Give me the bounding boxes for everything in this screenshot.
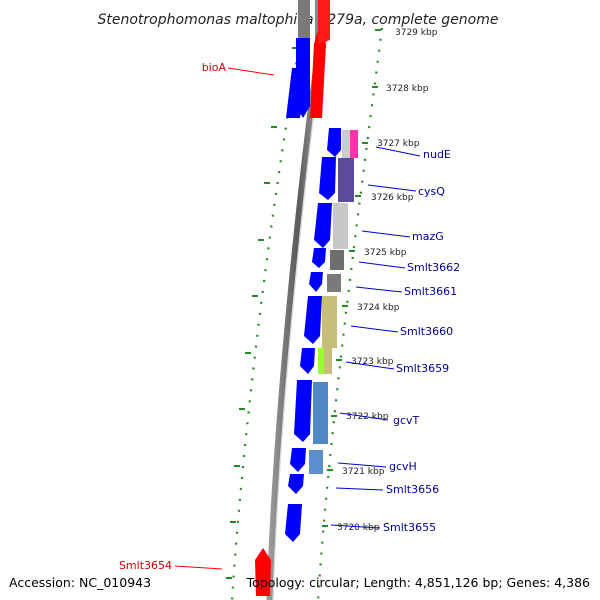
right-ring-ticks — [322, 29, 381, 527]
gene-label-Smlt3659[interactable]: Smlt3659 — [396, 362, 449, 375]
kbp-label: 3724 kbp — [357, 303, 400, 313]
feature-bar-Smlt3659 — [324, 348, 332, 374]
gene-mazG-arrow[interactable] — [314, 203, 332, 248]
kbp-label: 3728 kbp — [386, 84, 429, 94]
kbp-label: 3727 kbp — [377, 139, 420, 149]
feature-bar-Smlt3659-green — [318, 348, 325, 374]
gene-label-bioA[interactable]: bioA — [202, 61, 227, 74]
feature-bar-Smlt3661 — [327, 274, 341, 292]
gene-label-gcvH[interactable]: gcvH — [389, 460, 417, 473]
left-ring-ticks — [226, 47, 298, 579]
feature-bar-nudE-pink — [350, 130, 358, 158]
kbp-label: 3723 kbp — [351, 357, 394, 367]
kbp-label: 3725 kbp — [364, 248, 407, 258]
gene-label-gcvT[interactable]: gcvT — [393, 414, 420, 427]
gene-Smlt3661-arrow[interactable] — [309, 272, 323, 292]
feature-bar-Smlt3660 — [322, 296, 337, 348]
gene-bioA-blue[interactable] — [286, 68, 306, 118]
gene-label-Smlt3654[interactable]: Smlt3654 — [119, 559, 172, 572]
kbp-label: 3720 kbp — [337, 523, 380, 533]
gene-label-Smlt3656[interactable]: Smlt3656 — [386, 483, 439, 496]
gene-label-nudE[interactable]: nudE — [423, 148, 451, 161]
gene-Smlt3655-arrow[interactable] — [285, 504, 302, 542]
gene-label-mazG[interactable]: mazG — [412, 230, 444, 243]
topology-text: Topology: circular; Length: 4,851,126 bp… — [246, 575, 590, 590]
gene-gcvH-arrow[interactable] — [290, 448, 306, 472]
gene-cysQ-arrow[interactable] — [319, 157, 336, 200]
gene-Smlt3660-arrow[interactable] — [304, 296, 322, 344]
gene-label-cysQ[interactable]: cysQ — [418, 185, 445, 198]
right-leader-lines — [330, 146, 421, 529]
gene-Smlt3662-arrow[interactable] — [312, 248, 326, 268]
accession-text: Accession: NC_010943 — [9, 575, 151, 590]
gene-Smlt3659-arrow[interactable] — [300, 348, 315, 374]
kbp-label: 3721 kbp — [342, 467, 385, 477]
gene-label-Smlt3660[interactable]: Smlt3660 — [400, 325, 453, 338]
kbp-label: 3726 kbp — [371, 193, 414, 203]
feature-bar-Smlt3662 — [330, 250, 344, 270]
feature-bar-mazG — [333, 203, 348, 249]
gene-Smlt3654-arrow[interactable] — [255, 548, 271, 596]
feature-bar-gcvT — [313, 382, 328, 444]
top-grey-bar-left — [298, 0, 310, 38]
left-leader-lines — [174, 67, 275, 570]
feature-bar-gcvH — [309, 450, 323, 474]
gene-Smlt3656-arrow[interactable] — [288, 474, 304, 494]
kbp-labels: 3729 kbp 3728 kbp 3727 kbp 3726 kbp 3725… — [337, 28, 438, 533]
kbp-label: 3729 kbp — [395, 28, 438, 38]
feature-bar-nudE — [342, 130, 351, 158]
gene-label-Smlt3655[interactable]: Smlt3655 — [383, 521, 436, 534]
gene-label-Smlt3661[interactable]: Smlt3661 — [404, 285, 457, 298]
gene-bioA-red-top[interactable] — [318, 0, 330, 44]
gene-reverse-red-long[interactable] — [310, 44, 326, 118]
gene-label-Smlt3662[interactable]: Smlt3662 — [407, 261, 460, 274]
gene-nudE-arrow[interactable] — [327, 128, 341, 157]
feature-bar-cysQ — [338, 158, 354, 202]
gene-gcvT-arrow[interactable] — [294, 380, 312, 442]
